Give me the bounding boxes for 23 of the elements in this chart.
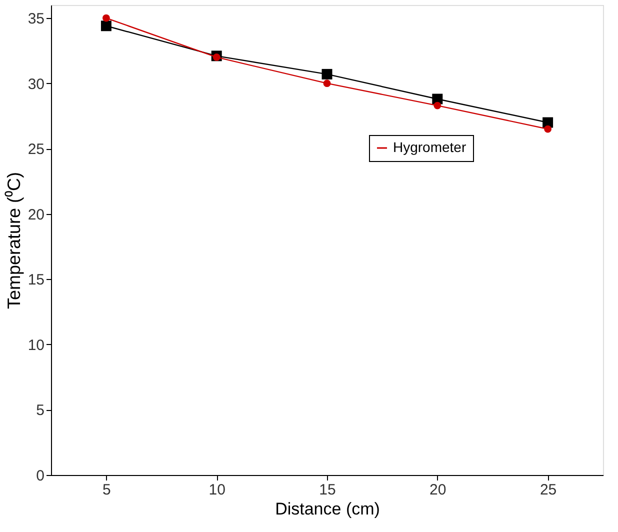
y-tick-label: 0 <box>36 468 44 484</box>
point <box>544 125 552 133</box>
y-axis-title: Temperature (⁰C) <box>4 172 24 310</box>
x-axis-title: Distance (cm) <box>275 500 380 518</box>
x-tick-label: 20 <box>430 482 446 498</box>
point <box>434 102 442 110</box>
y-tick-label: 30 <box>28 76 44 93</box>
x-tick-label: 15 <box>319 482 336 498</box>
y-tick-label: 25 <box>28 141 44 158</box>
y-tick-label: 15 <box>28 272 44 289</box>
x-tick-label: 5 <box>102 482 111 498</box>
y-tick-label: 10 <box>28 336 44 354</box>
point <box>323 80 331 88</box>
y-tick-label: 5 <box>36 402 44 420</box>
y-tick-label: 20 <box>28 206 44 224</box>
point <box>102 14 110 22</box>
x-tick-label: 25 <box>540 482 557 498</box>
point <box>100 20 112 32</box>
legend-label: Hygrometer <box>393 139 466 155</box>
point <box>212 54 220 61</box>
x-tick-label: 10 <box>208 482 226 498</box>
point <box>322 68 332 80</box>
y-tick-label: 35 <box>28 10 44 28</box>
